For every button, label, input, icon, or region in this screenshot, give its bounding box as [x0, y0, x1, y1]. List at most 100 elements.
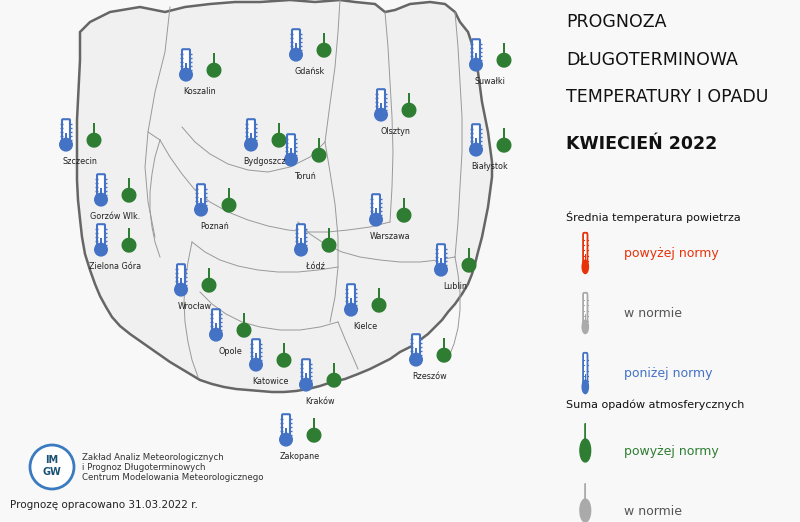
- FancyBboxPatch shape: [372, 194, 380, 220]
- Text: Rzeszów: Rzeszów: [413, 372, 447, 381]
- Text: w normie: w normie: [624, 307, 682, 319]
- Bar: [99, 188, 102, 199]
- Text: Toruń: Toruń: [294, 172, 316, 181]
- Bar: [374, 208, 378, 219]
- Circle shape: [582, 260, 589, 274]
- Text: Średnia temperatura powietrza: Średnia temperatura powietrza: [566, 211, 741, 223]
- FancyBboxPatch shape: [212, 309, 220, 335]
- Polygon shape: [87, 123, 101, 147]
- Bar: [474, 138, 478, 149]
- FancyBboxPatch shape: [97, 174, 105, 200]
- Text: Wrocław: Wrocław: [178, 302, 212, 311]
- Text: powyżej normy: powyżej normy: [624, 247, 719, 259]
- Text: Prognozę opracowano 31.03.2022 r.: Prognozę opracowano 31.03.2022 r.: [10, 500, 198, 510]
- Text: Zakład Analiz Meteorologicznych: Zakład Analiz Meteorologicznych: [82, 453, 224, 461]
- Circle shape: [470, 58, 482, 70]
- Text: Kielce: Kielce: [353, 322, 377, 331]
- Bar: [439, 258, 442, 269]
- FancyBboxPatch shape: [583, 353, 587, 388]
- Text: PROGNOZA: PROGNOZA: [566, 13, 666, 31]
- Polygon shape: [238, 313, 250, 337]
- Text: Szczecin: Szczecin: [62, 157, 98, 166]
- Text: Zielona Góra: Zielona Góra: [89, 262, 141, 271]
- Circle shape: [95, 244, 107, 256]
- Circle shape: [410, 354, 422, 365]
- Bar: [474, 53, 478, 64]
- Text: Opole: Opole: [218, 347, 242, 356]
- Circle shape: [295, 244, 307, 256]
- Polygon shape: [322, 228, 336, 252]
- Text: i Prognoz Długoterminowych: i Prognoz Długoterminowych: [82, 462, 206, 471]
- Text: Suwałki: Suwałki: [474, 77, 506, 86]
- Polygon shape: [462, 248, 476, 272]
- Polygon shape: [402, 93, 416, 117]
- FancyBboxPatch shape: [412, 334, 420, 360]
- Bar: [379, 103, 382, 114]
- FancyBboxPatch shape: [583, 293, 587, 328]
- Text: DŁUGOTERMINOWA: DŁUGOTERMINOWA: [566, 51, 738, 68]
- Polygon shape: [202, 268, 216, 292]
- Text: Warszawa: Warszawa: [370, 232, 410, 241]
- Text: KWIECIEŃ 2022: KWIECIEŃ 2022: [566, 135, 717, 153]
- Bar: [199, 198, 202, 209]
- Text: Bydgoszcz: Bydgoszcz: [244, 157, 286, 166]
- Polygon shape: [312, 138, 326, 162]
- Text: Koszalin: Koszalin: [184, 87, 216, 96]
- Circle shape: [285, 153, 297, 165]
- Text: Białystok: Białystok: [472, 162, 508, 171]
- Polygon shape: [222, 188, 236, 212]
- Circle shape: [250, 359, 262, 371]
- FancyBboxPatch shape: [182, 49, 190, 75]
- Circle shape: [30, 445, 74, 489]
- Bar: [294, 43, 298, 54]
- Bar: [585, 314, 586, 326]
- Polygon shape: [327, 363, 341, 387]
- Circle shape: [300, 378, 312, 390]
- Circle shape: [180, 69, 192, 80]
- Bar: [585, 374, 586, 386]
- FancyBboxPatch shape: [177, 264, 185, 290]
- Polygon shape: [498, 128, 510, 152]
- Text: powyżej normy: powyżej normy: [624, 445, 719, 458]
- Polygon shape: [207, 53, 221, 77]
- Text: Katowice: Katowice: [252, 377, 288, 386]
- Circle shape: [60, 139, 72, 150]
- Polygon shape: [372, 288, 386, 312]
- Polygon shape: [398, 198, 410, 222]
- Circle shape: [210, 329, 222, 340]
- FancyBboxPatch shape: [287, 134, 295, 160]
- Bar: [290, 148, 293, 159]
- Bar: [585, 254, 586, 266]
- Text: Gorzów Wlk.: Gorzów Wlk.: [90, 212, 140, 221]
- Circle shape: [370, 213, 382, 226]
- FancyBboxPatch shape: [97, 224, 105, 250]
- Text: Centrum Modelowania Meteorologicznego: Centrum Modelowania Meteorologicznego: [82, 473, 263, 482]
- Circle shape: [280, 434, 292, 446]
- Text: Suma opadów atmosferycznych: Suma opadów atmosferycznych: [566, 399, 744, 410]
- Circle shape: [582, 380, 589, 394]
- Circle shape: [175, 283, 187, 295]
- Text: Poznań: Poznań: [201, 222, 230, 231]
- Polygon shape: [438, 338, 450, 362]
- Bar: [285, 429, 287, 439]
- FancyBboxPatch shape: [252, 339, 260, 365]
- Text: Zakopane: Zakopane: [280, 452, 320, 461]
- FancyBboxPatch shape: [282, 414, 290, 440]
- Text: poniżej normy: poniżej normy: [624, 367, 713, 379]
- Bar: [214, 323, 218, 334]
- FancyBboxPatch shape: [292, 29, 300, 55]
- Circle shape: [375, 109, 387, 121]
- Polygon shape: [580, 483, 590, 522]
- Polygon shape: [580, 423, 590, 462]
- Text: Łódź: Łódź: [306, 262, 325, 271]
- Text: TEMPERATURY I OPADU: TEMPERATURY I OPADU: [566, 88, 768, 106]
- FancyBboxPatch shape: [297, 224, 305, 250]
- Circle shape: [345, 304, 357, 316]
- Polygon shape: [318, 33, 330, 57]
- Text: Olsztyn: Olsztyn: [380, 127, 410, 136]
- Bar: [250, 133, 253, 144]
- Circle shape: [582, 320, 589, 334]
- Text: IM: IM: [46, 455, 58, 465]
- FancyBboxPatch shape: [472, 39, 480, 65]
- Text: Lublin: Lublin: [443, 282, 467, 291]
